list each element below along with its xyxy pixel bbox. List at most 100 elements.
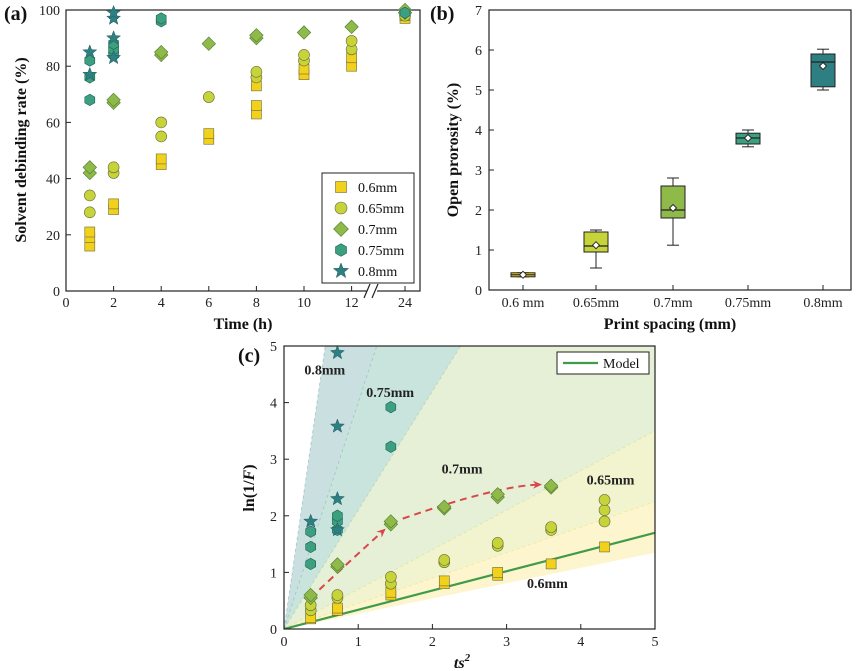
x-tick-label: 0.6 mm xyxy=(502,296,545,311)
data-point xyxy=(303,587,318,603)
data-point xyxy=(598,515,611,528)
band-edge xyxy=(284,346,462,629)
data-point xyxy=(203,128,215,139)
data-point xyxy=(437,499,452,514)
y-tick-label: 2 xyxy=(475,204,482,219)
legend-label: 0.75mm xyxy=(358,244,404,259)
data-point xyxy=(332,602,343,614)
panel-a-label: (a) xyxy=(4,3,27,25)
y-tick-label: 4 xyxy=(475,124,482,139)
legend-label: 0.65mm xyxy=(358,202,404,217)
y-tick-label: 100 xyxy=(39,4,60,19)
data-point xyxy=(329,344,345,360)
x-tick-label: 1 xyxy=(355,635,362,650)
data-point xyxy=(296,25,312,40)
panel-c-series-labels: 0.8mm 0.75mm 0.7mm 0.65mm 0.6mm xyxy=(304,363,634,592)
series-annotation: 0.8mm xyxy=(304,363,345,378)
data-point xyxy=(251,100,262,111)
panel-c: (c) 0.8mm 0.75mm 0.7mm 0.65mm 0.6mm 0 1 2 3 4 5 0 1… xyxy=(238,340,659,671)
panel-c-label: (c) xyxy=(238,345,260,367)
panel-c-xlabel: ts2 xyxy=(454,652,471,671)
data-point xyxy=(298,49,310,61)
x-tick-label: 5 xyxy=(652,635,659,650)
data-point xyxy=(106,10,122,25)
data-point xyxy=(201,36,216,51)
data-point xyxy=(305,557,317,571)
data-point xyxy=(490,487,505,502)
x-tick-label: 0.65mm xyxy=(573,296,619,311)
data-point xyxy=(438,575,450,587)
series-annotation: 0.6mm xyxy=(527,577,568,592)
x-tick-label: 3 xyxy=(503,635,510,650)
x-tick-label: 4 xyxy=(158,296,165,311)
panel-b-frame xyxy=(488,9,852,291)
panel-a-data-points xyxy=(82,2,413,252)
data-point xyxy=(329,490,345,506)
x-tick-label: 6 xyxy=(205,296,212,311)
y-tick-label: 3 xyxy=(270,453,277,468)
y-tick-label: 6 xyxy=(475,44,482,59)
legend-marker xyxy=(335,243,347,257)
data-point xyxy=(598,494,611,506)
x-tick-label: 8 xyxy=(253,296,260,311)
data-point xyxy=(305,525,317,538)
panel-b-boxes xyxy=(510,48,836,279)
data-point xyxy=(82,44,98,59)
data-point xyxy=(385,571,397,583)
series-annotation: 0.65mm xyxy=(587,474,635,489)
y-tick-label: 1 xyxy=(270,566,277,581)
box-body xyxy=(660,185,686,219)
legend-model-label: Model xyxy=(603,357,640,372)
confidence-band xyxy=(284,346,377,629)
box-0.7mm xyxy=(660,177,686,246)
x-tick-label: 0.7mm xyxy=(653,296,692,311)
x-tick-label: 0 xyxy=(63,296,70,311)
box-0.65mm xyxy=(583,229,609,269)
legend-label: 0.7mm xyxy=(358,223,397,238)
box-0.75mm xyxy=(735,129,761,148)
data-point xyxy=(106,92,121,108)
legend-marker xyxy=(333,221,349,237)
data-point xyxy=(106,49,122,65)
data-point xyxy=(82,160,97,175)
y-tick-label: 2 xyxy=(270,510,277,525)
data-point xyxy=(329,418,345,433)
confidence-band xyxy=(284,501,655,629)
band-edge xyxy=(284,430,655,629)
series-annotation: 0.7mm xyxy=(442,462,483,477)
trend-arrow-1 xyxy=(310,528,386,599)
data-point xyxy=(329,521,345,537)
mean-marker xyxy=(818,61,828,71)
data-point xyxy=(344,19,359,35)
panel-b-ticks: 0.6 mm 0.65mm 0.7mm 0.75mm 0.8mm 0 1 2 3 4 5 6 7 xyxy=(475,4,843,311)
y-tick-label: 0 xyxy=(475,284,482,299)
data-point xyxy=(84,93,96,107)
data-point xyxy=(492,567,503,578)
data-point xyxy=(543,478,559,493)
data-point xyxy=(383,514,399,529)
data-point xyxy=(305,540,317,554)
panel-c-ylabel: ln(1/F) xyxy=(241,464,258,511)
data-point xyxy=(84,226,96,238)
y-tick-label: 5 xyxy=(270,340,277,355)
confidence-band xyxy=(284,346,655,629)
mean-marker xyxy=(591,241,601,250)
data-point xyxy=(545,521,557,533)
data-point xyxy=(250,66,263,78)
panel-c-frame xyxy=(283,345,656,630)
panel-c-data-points xyxy=(303,344,611,625)
y-tick-label: 20 xyxy=(46,229,60,244)
data-point xyxy=(385,440,397,453)
confidence-band xyxy=(284,430,655,629)
panel-a-xlabel: Time (h) xyxy=(214,316,273,333)
trend-arrow-2 xyxy=(402,480,542,520)
box-body xyxy=(810,53,836,88)
data-point xyxy=(303,513,319,528)
data-point xyxy=(155,130,167,143)
panel-c-model-line xyxy=(284,531,655,629)
data-point xyxy=(545,558,557,570)
data-point xyxy=(84,206,96,219)
legend-label: 0.6mm xyxy=(358,181,397,196)
